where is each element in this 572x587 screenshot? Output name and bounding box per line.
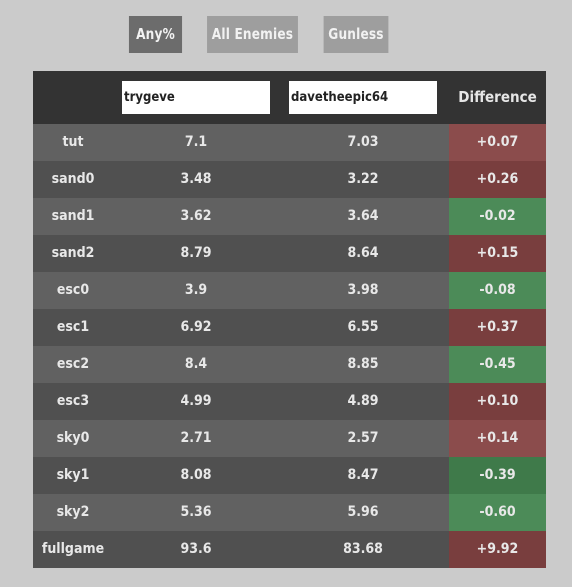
player2-time-cell: 83.68 <box>343 541 383 557</box>
difference-cell: -0.60 <box>449 494 546 531</box>
split-cell: esc1 <box>56 319 90 335</box>
player2-input[interactable] <box>289 81 437 114</box>
player1-time-cell: 3.9 <box>184 282 208 298</box>
player2-time-cell: 3.22 <box>347 171 379 187</box>
player2-time-cell: 2.57 <box>347 430 379 446</box>
difference-cell: +0.10 <box>449 383 546 420</box>
table-row: esc1 6.92 6.55 +0.37 <box>33 309 546 346</box>
split-cell: esc2 <box>56 356 90 372</box>
player2-time-cell: 3.98 <box>347 282 379 298</box>
player2-time-cell: 3.64 <box>347 208 379 224</box>
difference-header: Difference <box>458 88 537 106</box>
difference-cell: +0.15 <box>449 235 546 272</box>
player2-time-cell: 8.85 <box>347 356 379 372</box>
player1-time-cell: 8.08 <box>180 467 212 483</box>
player1-time-cell: 93.6 <box>180 541 212 557</box>
split-cell: fullgame <box>41 541 105 557</box>
split-cell: tut <box>62 134 84 150</box>
player1-time-cell: 2.71 <box>180 430 212 446</box>
split-cell: sand0 <box>51 171 95 187</box>
player1-time-cell: 8.79 <box>180 245 212 261</box>
player2-time-cell: 4.89 <box>347 393 379 409</box>
comparison-table: Difference tut 7.1 7.03 +0.07 sand0 3.48 3.22 +… <box>33 71 546 568</box>
split-cell: sky0 <box>56 430 90 446</box>
difference-cell: -0.02 <box>449 198 546 235</box>
player1-input[interactable] <box>122 81 270 114</box>
player1-time-cell: 3.62 <box>180 208 212 224</box>
player1-time-cell: 4.99 <box>180 393 212 409</box>
player1-time-cell: 8.4 <box>184 356 208 372</box>
player1-time-cell: 3.48 <box>180 171 212 187</box>
split-cell: sky2 <box>56 504 90 520</box>
difference-cell: +9.92 <box>449 531 546 568</box>
difference-cell: -0.08 <box>449 272 546 309</box>
tab-all-enemies[interactable]: All Enemies <box>207 16 298 53</box>
player2-time-cell: 8.47 <box>347 467 379 483</box>
table-row: sky0 2.71 2.57 +0.14 <box>33 420 546 457</box>
table-row: fullgame 93.6 83.68 +9.92 <box>33 531 546 568</box>
player2-time-cell: 8.64 <box>347 245 379 261</box>
difference-cell: +0.14 <box>449 420 546 457</box>
player2-time-cell: 5.96 <box>347 504 379 520</box>
table-row: esc2 8.4 8.85 -0.45 <box>33 346 546 383</box>
table-row: esc3 4.99 4.89 +0.10 <box>33 383 546 420</box>
difference-cell: -0.39 <box>449 457 546 494</box>
tab-gunless[interactable]: Gunless <box>323 16 389 53</box>
player2-time-cell: 7.03 <box>347 134 379 150</box>
table-row: sand2 8.79 8.64 +0.15 <box>33 235 546 272</box>
table-body: tut 7.1 7.03 +0.07 sand0 3.48 3.22 +0.26 sand1 3.… <box>33 124 546 568</box>
table-row: sand0 3.48 3.22 +0.26 <box>33 161 546 198</box>
player1-time-cell: 5.36 <box>180 504 212 520</box>
tab-any-percent[interactable]: Any% <box>128 16 183 53</box>
player1-time-cell: 7.1 <box>184 134 208 150</box>
split-cell: sky1 <box>56 467 90 483</box>
table-header: Difference <box>33 71 546 124</box>
difference-cell: +0.07 <box>449 124 546 161</box>
split-cell: esc3 <box>56 393 90 409</box>
difference-cell: +0.37 <box>449 309 546 346</box>
split-cell: esc0 <box>56 282 90 298</box>
table-row: tut 7.1 7.03 +0.07 <box>33 124 546 161</box>
player2-time-cell: 6.55 <box>347 319 379 335</box>
table-row: esc0 3.9 3.98 -0.08 <box>33 272 546 309</box>
table-row: sky2 5.36 5.96 -0.60 <box>33 494 546 531</box>
table-row: sky1 8.08 8.47 -0.39 <box>33 457 546 494</box>
split-cell: sand1 <box>51 208 95 224</box>
player1-time-cell: 6.92 <box>180 319 212 335</box>
table-row: sand1 3.62 3.64 -0.02 <box>33 198 546 235</box>
split-cell: sand2 <box>51 245 95 261</box>
difference-cell: +0.26 <box>449 161 546 198</box>
difference-cell: -0.45 <box>449 346 546 383</box>
